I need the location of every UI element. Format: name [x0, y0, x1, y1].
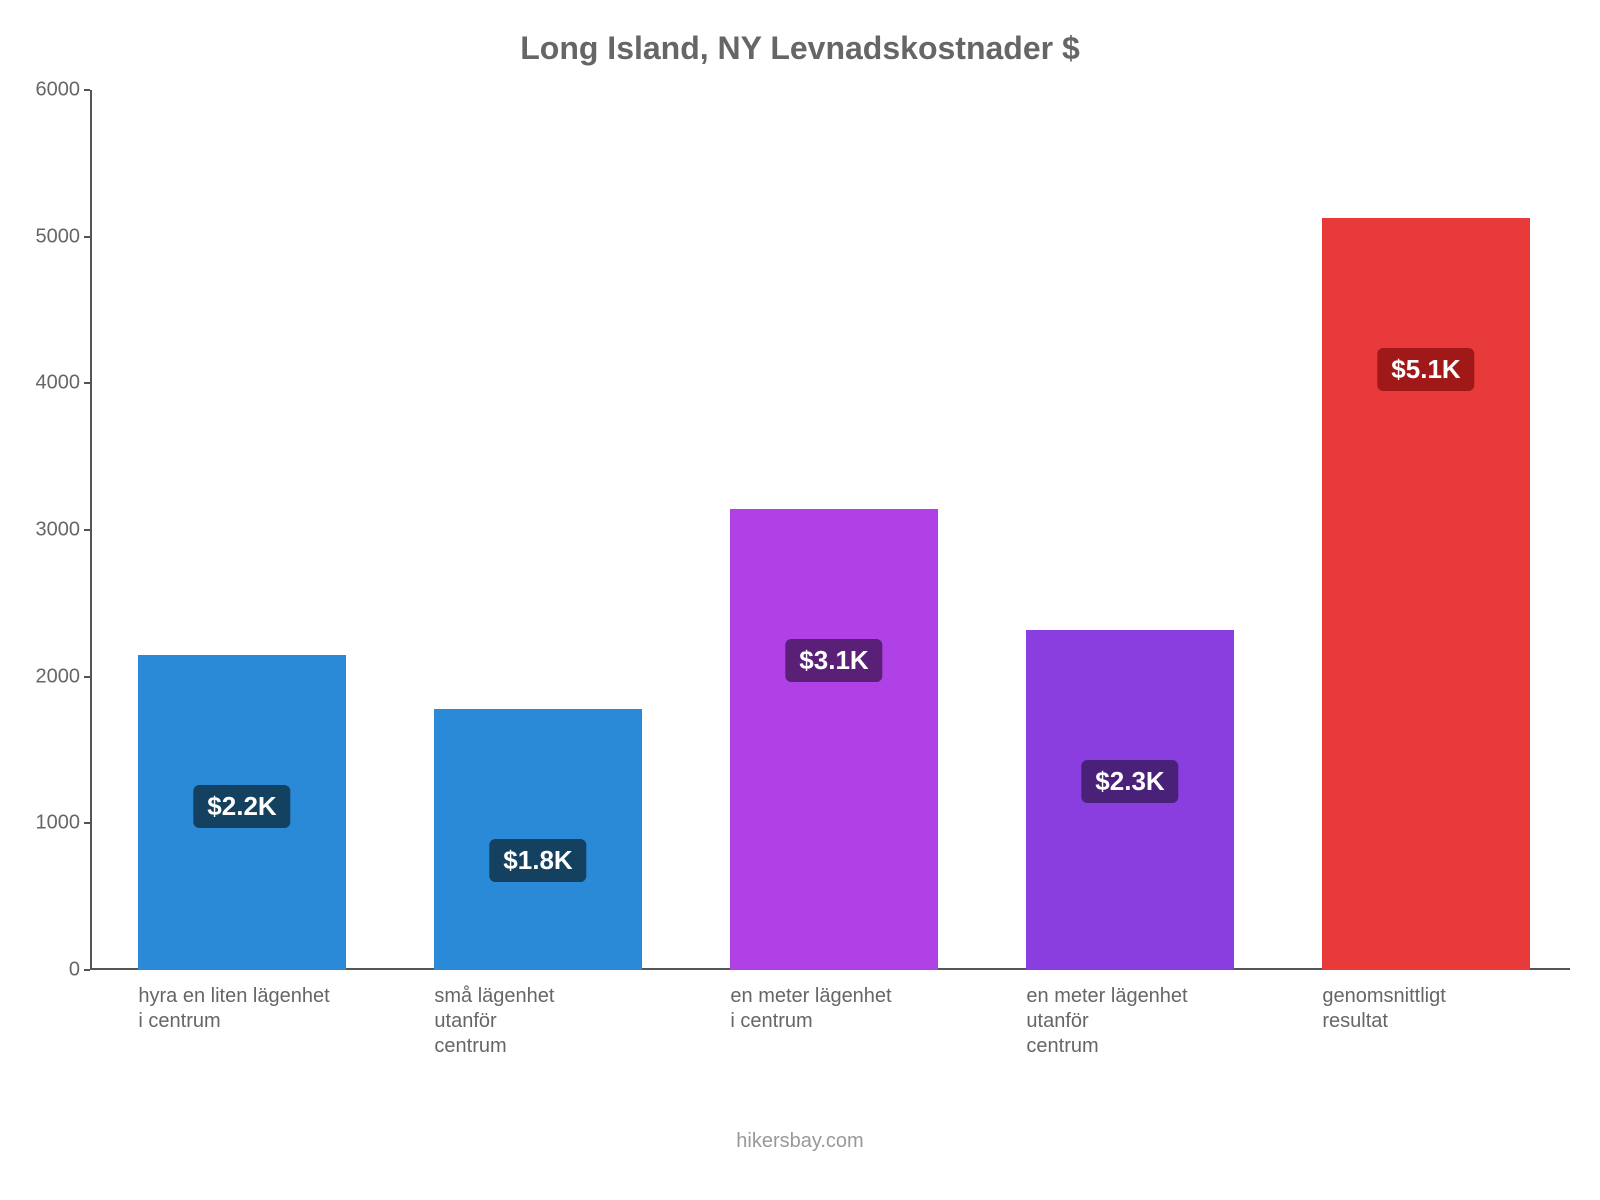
- y-tick-label: 1000: [20, 812, 80, 835]
- bar: [730, 509, 937, 970]
- chart-footer: hikersbay.com: [0, 1130, 1600, 1153]
- x-category-label: hyra en liten lägenheti centrum: [138, 984, 385, 1034]
- bar: [1322, 218, 1529, 970]
- chart-container: Long Island, NY Levnadskostnader $ 01000…: [0, 0, 1600, 1200]
- value-badge: $2.2K: [193, 785, 290, 828]
- x-category-label: en meter lägenheti centrum: [730, 984, 977, 1034]
- y-axis-line: [90, 90, 92, 970]
- x-category-label: genomsnittligtresultat: [1322, 984, 1569, 1034]
- y-tick-mark: [84, 89, 90, 91]
- value-badge: $1.8K: [489, 839, 586, 882]
- y-tick-mark: [84, 382, 90, 384]
- y-tick-mark: [84, 529, 90, 531]
- chart-title: Long Island, NY Levnadskostnader $: [0, 30, 1600, 67]
- x-category-label: små lägenhetutanförcentrum: [434, 984, 681, 1059]
- plot-area: 0100020003000400050006000$2.2Khyra en li…: [90, 90, 1570, 970]
- y-tick-mark: [84, 969, 90, 971]
- value-badge: $2.3K: [1081, 760, 1178, 803]
- y-tick-label: 3000: [20, 519, 80, 542]
- y-tick-mark: [84, 236, 90, 238]
- y-tick-label: 2000: [20, 665, 80, 688]
- x-category-label: en meter lägenhetutanförcentrum: [1026, 984, 1273, 1059]
- value-badge: $3.1K: [785, 639, 882, 682]
- y-tick-label: 0: [20, 959, 80, 982]
- y-tick-mark: [84, 676, 90, 678]
- y-tick-label: 4000: [20, 372, 80, 395]
- value-badge: $5.1K: [1377, 348, 1474, 391]
- y-tick-label: 5000: [20, 225, 80, 248]
- y-tick-mark: [84, 822, 90, 824]
- y-tick-label: 6000: [20, 79, 80, 102]
